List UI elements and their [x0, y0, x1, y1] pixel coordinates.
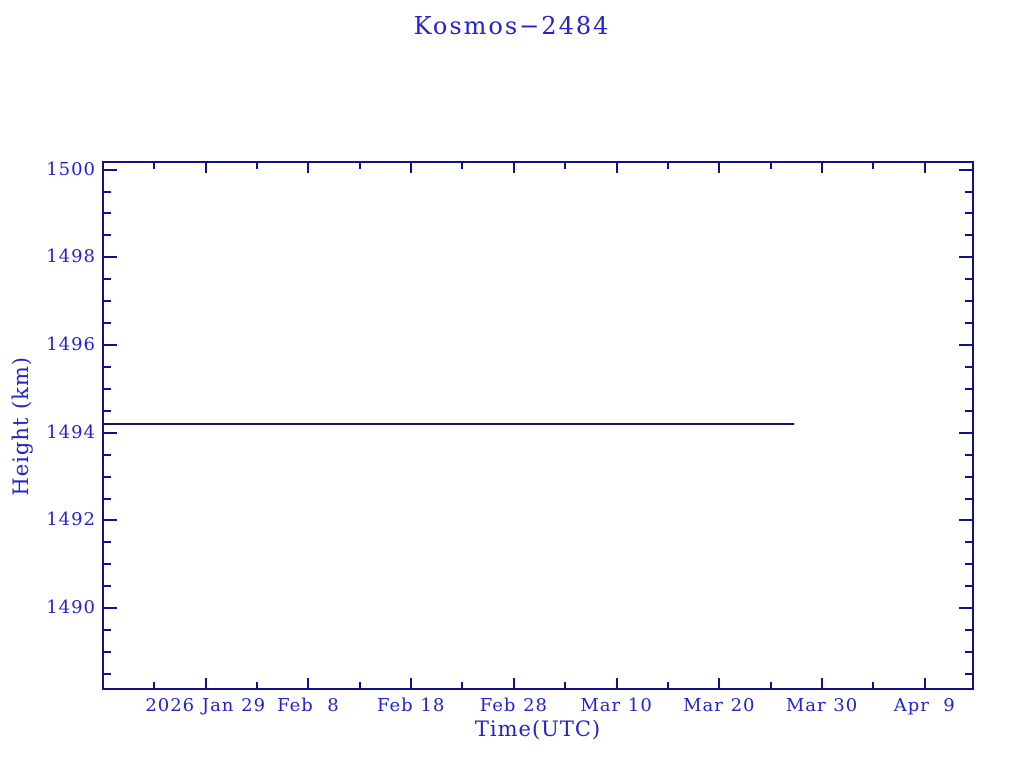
y-minor-tick	[965, 234, 972, 237]
x-major-tick	[204, 678, 207, 688]
y-major-tick	[959, 519, 972, 522]
y-minor-tick	[104, 585, 111, 588]
x-major-tick	[718, 678, 721, 688]
y-major-tick	[959, 256, 972, 259]
y-minor-tick	[965, 387, 972, 390]
x-major-tick	[512, 163, 515, 173]
x-minor-tick	[769, 682, 772, 688]
x-tick-label: Feb 18	[376, 695, 446, 716]
x-major-tick	[410, 163, 413, 173]
y-minor-tick	[104, 190, 111, 193]
y-tick-label: 1500	[46, 158, 96, 180]
x-major-tick	[615, 163, 618, 173]
x-minor-tick	[358, 163, 361, 169]
y-minor-tick	[965, 629, 972, 632]
x-minor-tick	[666, 682, 669, 688]
x-minor-tick	[256, 682, 259, 688]
x-minor-tick	[666, 163, 669, 169]
x-major-tick	[923, 678, 926, 688]
x-tick-label: 2026 Jan 29	[145, 695, 267, 716]
y-minor-tick	[104, 651, 111, 654]
y-major-tick	[104, 168, 117, 171]
x-tick-label: Mar 10	[580, 695, 653, 716]
y-tick-label: 1496	[46, 334, 96, 356]
x-minor-tick	[153, 682, 156, 688]
x-major-tick	[615, 678, 618, 688]
y-minor-tick	[104, 234, 111, 237]
x-minor-tick	[872, 682, 875, 688]
x-minor-tick	[769, 163, 772, 169]
y-minor-tick	[965, 585, 972, 588]
x-major-tick	[821, 163, 824, 173]
y-minor-tick	[104, 409, 111, 412]
y-major-tick	[104, 431, 117, 434]
y-minor-tick	[104, 278, 111, 281]
y-major-tick	[959, 168, 972, 171]
y-minor-tick	[104, 563, 111, 566]
y-tick-label: 1498	[46, 246, 96, 268]
y-minor-tick	[965, 365, 972, 368]
y-major-tick	[104, 519, 117, 522]
y-minor-tick	[965, 497, 972, 500]
y-minor-tick	[104, 300, 111, 303]
y-minor-tick	[104, 365, 111, 368]
y-minor-tick	[965, 322, 972, 325]
chart-title: Kosmos−2484	[413, 12, 611, 40]
x-tick-label: Feb 8	[277, 695, 340, 716]
y-minor-tick	[104, 387, 111, 390]
y-major-tick	[959, 344, 972, 347]
x-major-tick	[718, 163, 721, 173]
y-tick-label: 1494	[46, 421, 96, 443]
x-minor-tick	[564, 682, 567, 688]
x-axis-title: Time(UTC)	[474, 717, 602, 741]
y-minor-tick	[965, 190, 972, 193]
y-major-tick	[104, 607, 117, 610]
y-major-tick	[104, 256, 117, 259]
y-minor-tick	[104, 629, 111, 632]
y-minor-tick	[104, 212, 111, 215]
x-major-tick	[307, 678, 310, 688]
y-tick-label: 1490	[46, 597, 96, 619]
x-minor-tick	[153, 163, 156, 169]
x-major-tick	[923, 163, 926, 173]
y-minor-tick	[104, 475, 111, 478]
y-minor-tick	[965, 453, 972, 456]
x-major-tick	[204, 163, 207, 173]
x-major-tick	[410, 678, 413, 688]
x-minor-tick	[256, 163, 259, 169]
y-major-tick	[959, 431, 972, 434]
y-minor-tick	[104, 672, 111, 675]
y-minor-tick	[965, 300, 972, 303]
y-minor-tick	[965, 563, 972, 566]
x-minor-tick	[564, 163, 567, 169]
x-major-tick	[821, 678, 824, 688]
y-minor-tick	[965, 278, 972, 281]
y-minor-tick	[965, 541, 972, 544]
x-minor-tick	[358, 682, 361, 688]
x-tick-label: Mar 30	[785, 695, 859, 716]
x-tick-label: Mar 20	[683, 695, 756, 716]
y-minor-tick	[965, 409, 972, 412]
y-minor-tick	[104, 541, 111, 544]
height-series-line	[104, 422, 795, 425]
y-minor-tick	[104, 322, 111, 325]
x-minor-tick	[461, 163, 464, 169]
y-major-tick	[104, 344, 117, 347]
x-minor-tick	[872, 163, 875, 169]
y-minor-tick	[965, 212, 972, 215]
y-tick-label: 1492	[46, 509, 96, 531]
x-major-tick	[512, 678, 515, 688]
y-minor-tick	[104, 453, 111, 456]
y-major-tick	[959, 607, 972, 610]
x-major-tick	[307, 163, 310, 173]
y-minor-tick	[965, 672, 972, 675]
y-minor-tick	[965, 651, 972, 654]
x-tick-label: Apr 9	[893, 695, 956, 716]
y-minor-tick	[104, 497, 111, 500]
plot-area	[102, 161, 974, 690]
x-tick-label: Feb 28	[479, 695, 549, 716]
y-minor-tick	[965, 475, 972, 478]
x-minor-tick	[461, 682, 464, 688]
